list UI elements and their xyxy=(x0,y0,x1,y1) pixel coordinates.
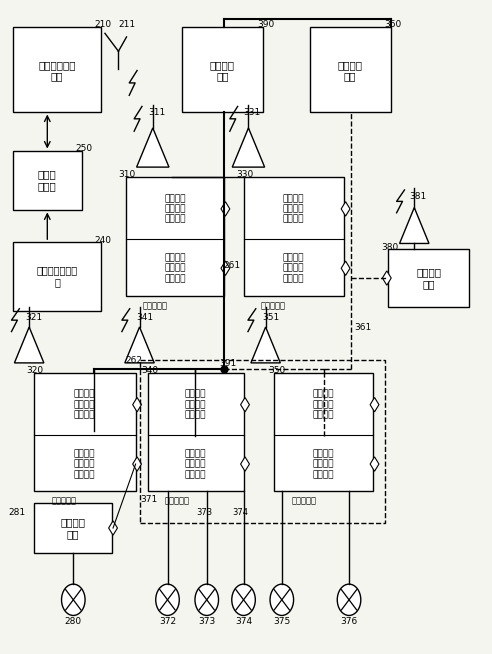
Polygon shape xyxy=(137,128,169,167)
Bar xyxy=(310,27,391,112)
Text: 210: 210 xyxy=(94,20,111,29)
Text: 374: 374 xyxy=(232,509,248,517)
Text: 341: 341 xyxy=(136,313,153,322)
Text: 361: 361 xyxy=(354,322,371,332)
Polygon shape xyxy=(221,261,230,275)
Text: 330: 330 xyxy=(236,171,254,179)
Text: 第五位置处: 第五位置处 xyxy=(291,497,316,506)
Polygon shape xyxy=(341,201,350,216)
Bar xyxy=(13,27,101,112)
Text: 拓扑关系
测量信号
提取模块: 拓扑关系 测量信号 提取模块 xyxy=(164,253,185,283)
Bar xyxy=(13,242,101,311)
Text: 311: 311 xyxy=(148,109,165,118)
Bar xyxy=(388,249,469,307)
Text: 371: 371 xyxy=(141,496,158,504)
Polygon shape xyxy=(14,327,44,363)
Polygon shape xyxy=(400,207,429,243)
Text: 281: 281 xyxy=(8,509,26,517)
Polygon shape xyxy=(241,457,249,472)
Polygon shape xyxy=(109,521,118,535)
Text: 第二位置处: 第二位置处 xyxy=(52,497,77,506)
Text: 340: 340 xyxy=(141,366,158,375)
Polygon shape xyxy=(370,457,379,472)
Polygon shape xyxy=(133,398,142,412)
Text: 拓扑关系
测量信号
提取模块: 拓扑关系 测量信号 提取模块 xyxy=(313,449,334,479)
Text: 第三位置处: 第三位置处 xyxy=(260,301,285,310)
Text: 262: 262 xyxy=(125,356,143,366)
Text: 干扰测量
模块: 干扰测量 模块 xyxy=(61,517,85,539)
Text: 373: 373 xyxy=(198,617,215,627)
Text: 211: 211 xyxy=(118,20,135,29)
Text: 拓扑关系
测量信号
提取模块: 拓扑关系 测量信号 提取模块 xyxy=(74,449,95,479)
Text: 主控无线传输
模块: 主控无线传输 模块 xyxy=(38,60,76,81)
Bar xyxy=(182,27,263,112)
Text: 380: 380 xyxy=(381,243,399,252)
Polygon shape xyxy=(221,201,230,216)
Polygon shape xyxy=(133,457,142,472)
Bar xyxy=(34,502,112,553)
Text: 拓扑关系
测量信号
注入模块: 拓扑关系 测量信号 注入模块 xyxy=(283,194,305,224)
Bar xyxy=(140,360,385,523)
Bar xyxy=(275,373,372,491)
Text: 350: 350 xyxy=(268,366,285,375)
Bar xyxy=(126,177,224,296)
Text: 320: 320 xyxy=(27,366,44,375)
Text: 373: 373 xyxy=(196,509,213,517)
Circle shape xyxy=(270,584,294,615)
Text: 280: 280 xyxy=(65,617,82,627)
Text: 391: 391 xyxy=(219,359,237,368)
Bar xyxy=(34,373,136,491)
Text: 测量控
制模块: 测量控 制模块 xyxy=(38,169,57,191)
Text: 331: 331 xyxy=(244,109,261,118)
Text: 第四位置处: 第四位置处 xyxy=(165,497,190,506)
Polygon shape xyxy=(251,327,280,363)
Text: 拓扑关系确定模
块: 拓扑关系确定模 块 xyxy=(36,266,78,287)
Text: 拓扑关系
测量信号
提取模块: 拓扑关系 测量信号 提取模块 xyxy=(283,253,305,283)
Polygon shape xyxy=(382,271,391,285)
Text: 351: 351 xyxy=(262,313,279,322)
Text: 376: 376 xyxy=(340,617,358,627)
Polygon shape xyxy=(370,398,379,412)
Text: 261: 261 xyxy=(224,260,241,269)
Polygon shape xyxy=(125,327,154,363)
Polygon shape xyxy=(241,398,249,412)
Circle shape xyxy=(232,584,255,615)
Polygon shape xyxy=(341,261,350,275)
Text: 321: 321 xyxy=(26,313,43,322)
Circle shape xyxy=(337,584,361,615)
Text: 第一变电
装置: 第一变电 装置 xyxy=(210,60,235,81)
Text: 381: 381 xyxy=(409,192,427,201)
Text: 拓扑关系
测量信号
注入模块: 拓扑关系 测量信号 注入模块 xyxy=(74,390,95,420)
Text: 第二变电
装置: 第二变电 装置 xyxy=(338,60,363,81)
Polygon shape xyxy=(232,128,265,167)
Text: 372: 372 xyxy=(159,617,176,627)
Bar xyxy=(148,373,244,491)
Text: 374: 374 xyxy=(235,617,252,627)
Circle shape xyxy=(195,584,218,615)
Text: 240: 240 xyxy=(94,236,111,245)
Text: 拓扑关系
测量信号
注入模块: 拓扑关系 测量信号 注入模块 xyxy=(184,390,206,420)
Bar xyxy=(13,151,82,209)
Circle shape xyxy=(62,584,85,615)
Bar xyxy=(244,177,344,296)
Text: 拓扑关系
测量信号
提取模块: 拓扑关系 测量信号 提取模块 xyxy=(184,449,206,479)
Text: 第一位置处: 第一位置处 xyxy=(143,301,168,310)
Text: 干扰测量
模块: 干扰测量 模块 xyxy=(416,267,441,289)
Text: 375: 375 xyxy=(273,617,290,627)
Text: 拓扑关系
测量信号
注入模块: 拓扑关系 测量信号 注入模块 xyxy=(313,390,334,420)
Text: 拓扑关系
测量信号
注入模块: 拓扑关系 测量信号 注入模块 xyxy=(164,194,185,224)
Text: 390: 390 xyxy=(257,20,274,29)
Text: 360: 360 xyxy=(385,20,402,29)
Text: 250: 250 xyxy=(76,145,92,153)
Text: 310: 310 xyxy=(119,171,136,179)
Circle shape xyxy=(156,584,179,615)
